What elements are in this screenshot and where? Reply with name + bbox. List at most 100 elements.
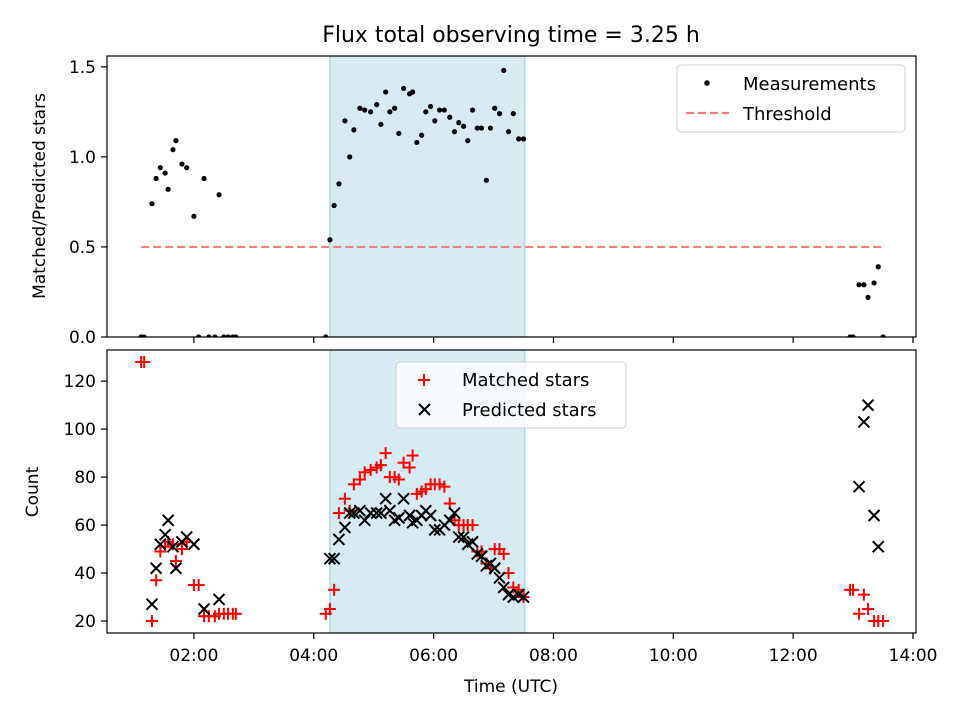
measurement-point bbox=[856, 282, 862, 288]
measurement-point bbox=[465, 138, 471, 144]
top-shaded-span bbox=[329, 56, 526, 337]
measurement-point bbox=[447, 114, 453, 120]
predicted-stars-point bbox=[187, 538, 201, 551]
measurement-point bbox=[327, 237, 333, 243]
measurement-point bbox=[401, 85, 407, 92]
axes-frame bbox=[106, 349, 917, 634]
matched-stars-point bbox=[229, 607, 242, 620]
legend-threshold-label: Threshold bbox=[742, 104, 832, 125]
measurement-point bbox=[342, 118, 348, 124]
axes-frame bbox=[106, 55, 917, 338]
measurement-point bbox=[368, 109, 374, 115]
legend-measurements-label: Measurements bbox=[743, 74, 876, 95]
matched-stars-point bbox=[392, 473, 405, 486]
matched-stars-point bbox=[403, 461, 416, 474]
predicted-stars-point bbox=[861, 398, 875, 412]
matched-stars-point bbox=[332, 507, 345, 520]
measurement-point bbox=[505, 129, 512, 135]
measurement-point bbox=[875, 264, 881, 270]
bottom-axes: 20 40 60 80 100 120 02:00 04:00 06:00 08:00 10:00 1… bbox=[64, 349, 938, 666]
y-tick-label: 1.0 bbox=[69, 148, 96, 168]
matched-stars-point bbox=[145, 615, 158, 628]
top-marks bbox=[138, 67, 886, 337]
matched-stars-point bbox=[862, 603, 875, 616]
predicted-stars-point bbox=[353, 504, 367, 517]
measurement-point bbox=[850, 334, 856, 337]
x-tick-label: 08:00 bbox=[529, 646, 578, 666]
predicted-stars-point bbox=[383, 504, 397, 517]
measurement-point bbox=[469, 107, 476, 113]
measurement-point bbox=[383, 89, 389, 95]
matched-stars-point bbox=[166, 538, 179, 551]
top-panel: 0.0 0.5 1.0 1.5 Matched/Predicted stars Mea… bbox=[30, 55, 917, 348]
measurement-point bbox=[492, 105, 498, 111]
matched-stars-point bbox=[364, 463, 377, 476]
measurement-point bbox=[336, 181, 342, 187]
matched-stars-point bbox=[466, 519, 479, 532]
measurement-point bbox=[374, 102, 380, 108]
measurement-point bbox=[378, 121, 384, 128]
x-tick-label: 14:00 bbox=[889, 646, 938, 666]
measurement-point bbox=[387, 109, 393, 115]
measurement-point bbox=[191, 213, 197, 219]
matched-stars-point bbox=[169, 555, 182, 568]
measurement-point bbox=[460, 123, 467, 129]
measurement-point bbox=[149, 201, 155, 207]
y-tick-label: 80 bbox=[74, 468, 96, 488]
matched-stars-point bbox=[175, 543, 188, 556]
measurement-point bbox=[496, 111, 503, 117]
predicted-stars-point bbox=[457, 530, 470, 544]
measurement-point bbox=[428, 103, 434, 110]
measurement-point bbox=[478, 125, 485, 131]
measurement-point bbox=[221, 334, 227, 337]
predicted-stars-point bbox=[343, 506, 356, 520]
top-axes: 0.0 0.5 1.0 1.5 bbox=[69, 55, 917, 348]
predicted-stars-point bbox=[169, 562, 183, 575]
measurement-point bbox=[396, 130, 402, 137]
measurement-point bbox=[483, 177, 489, 183]
measurement-point bbox=[414, 139, 420, 146]
predicted-stars-point bbox=[145, 598, 159, 611]
x-tick-label: 12:00 bbox=[769, 646, 818, 666]
legend-predicted-marker bbox=[418, 403, 431, 416]
x-tick-label: 10:00 bbox=[649, 646, 698, 666]
measurement-point bbox=[347, 154, 353, 160]
bottom-marks bbox=[135, 355, 890, 628]
measurement-point bbox=[225, 334, 231, 337]
matched-stars-point bbox=[338, 492, 351, 505]
measurement-point bbox=[162, 170, 168, 176]
predicted-stars-point bbox=[493, 571, 506, 585]
predicted-stars-point bbox=[379, 492, 392, 505]
predicted-stars-point bbox=[161, 514, 175, 527]
predicted-stars-point bbox=[517, 590, 530, 604]
predicted-stars-point bbox=[497, 581, 510, 594]
chart-title: Flux total observing time = 3.25 h bbox=[322, 23, 700, 48]
measurement-point bbox=[165, 186, 171, 192]
measurement-point bbox=[153, 175, 159, 182]
matched-stars-point bbox=[438, 480, 451, 493]
x-tick-label: 06:00 bbox=[409, 646, 458, 666]
matched-stars-point bbox=[353, 473, 366, 486]
y-tick-label: 20 bbox=[74, 612, 96, 632]
matched-stars-point bbox=[379, 447, 392, 460]
predicted-stars-point bbox=[212, 593, 226, 606]
predicted-stars-point bbox=[392, 511, 406, 525]
predicted-stars-point bbox=[154, 538, 167, 551]
bottom-panel: 20 40 60 80 100 120 02:00 04:00 06:00 08:00 10:00 1… bbox=[23, 349, 938, 697]
predicted-stars-point bbox=[857, 415, 871, 429]
predicted-stars-point bbox=[327, 552, 341, 565]
measurement-point bbox=[419, 132, 425, 138]
shaded-observing-span bbox=[329, 56, 526, 337]
predicted-stars-point bbox=[448, 506, 461, 520]
x-tick-label: 02:00 bbox=[169, 646, 218, 666]
predicted-stars-point bbox=[338, 521, 352, 534]
measurement-point bbox=[216, 192, 222, 198]
matched-stars-point bbox=[358, 466, 371, 479]
measurement-point bbox=[392, 105, 398, 111]
predicted-stars-point bbox=[149, 562, 163, 575]
matched-stars-point bbox=[406, 449, 419, 462]
matched-stars-point bbox=[323, 603, 336, 616]
predicted-stars-point bbox=[443, 514, 456, 527]
measurement-point bbox=[351, 127, 357, 133]
measurement-point bbox=[516, 136, 522, 142]
